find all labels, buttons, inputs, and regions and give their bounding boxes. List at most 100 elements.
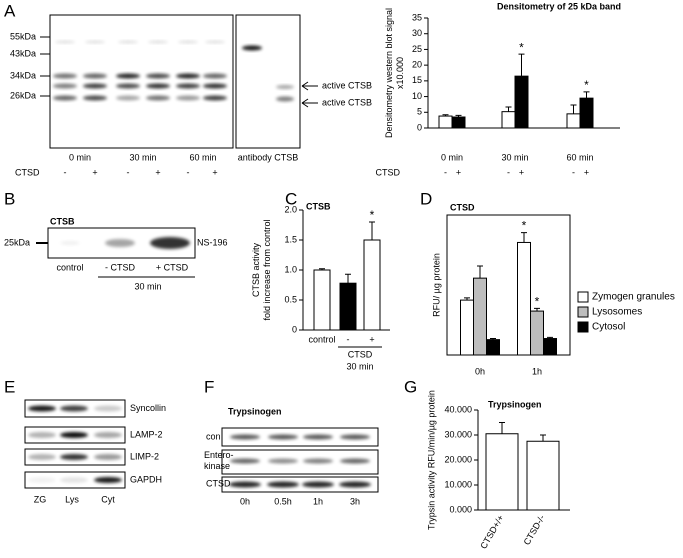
- bar: [313, 269, 331, 331]
- x-axis-label: CTSD: [376, 167, 401, 177]
- panel-label: G: [404, 377, 417, 396]
- bar: [438, 115, 453, 129]
- error-bar: [369, 221, 375, 240]
- sign-label: -: [127, 167, 130, 177]
- lane-label: Cyt: [101, 494, 115, 504]
- blot-band: [176, 73, 200, 79]
- error-bar: [464, 297, 470, 301]
- lane-label: Lys: [65, 494, 79, 504]
- blot-band: [60, 432, 88, 438]
- error-bar: [547, 336, 553, 339]
- panel-label: C: [285, 189, 297, 208]
- blot-band: [303, 458, 333, 464]
- blot-band: [267, 481, 299, 488]
- group-sign: +: [519, 167, 524, 177]
- x-tick-label: 0h: [475, 366, 485, 376]
- plot-frame: [446, 214, 571, 356]
- group-sign: +: [456, 167, 461, 177]
- bar: [473, 277, 487, 356]
- blot-band: [105, 239, 135, 247]
- blot-band: [118, 40, 138, 44]
- group-sign: -: [572, 167, 575, 177]
- blot-band: [60, 241, 80, 245]
- legend-swatch: [577, 321, 589, 333]
- bar: [526, 440, 560, 511]
- blot-band: [60, 405, 88, 412]
- y-axis-label: Trypsin activity RFU/min/µg protein: [426, 390, 437, 530]
- y-axis-label: RFU/ µg protein: [431, 253, 442, 317]
- y-tick-label: 2.0: [284, 204, 297, 214]
- time-label: 30 min: [134, 281, 161, 291]
- x-tick-label: control: [308, 334, 335, 344]
- x-tick-label: 30 min: [501, 152, 528, 162]
- y-tick-label: 1.5: [284, 234, 297, 244]
- y-tick-label: 1.0: [284, 264, 297, 274]
- time-label: 0 min: [69, 152, 91, 162]
- error-bar: [583, 91, 590, 99]
- blot-band: [178, 40, 198, 44]
- blot-band: [150, 237, 190, 249]
- error-bar: [319, 268, 325, 270]
- blot-band: [53, 73, 77, 79]
- blot-band: [28, 454, 56, 460]
- bar: [363, 239, 381, 331]
- blot-frame: [235, 14, 301, 149]
- y-tick-label: 5: [417, 107, 422, 117]
- blot-band: [339, 481, 371, 488]
- legend-swatch: [577, 291, 589, 303]
- y-tick-label: 0.000: [449, 504, 472, 514]
- lane-label: 0h: [240, 496, 250, 506]
- legend-label: Lysosomes: [592, 307, 642, 318]
- blot-band: [83, 83, 107, 89]
- blot-band: [83, 73, 107, 79]
- bar: [501, 111, 516, 129]
- bar: [460, 299, 474, 356]
- blot-band: [340, 434, 370, 440]
- panel-label: B: [4, 189, 15, 208]
- y-axis-label: CTSB activity fold increase from control: [251, 219, 272, 321]
- panel-label: F: [204, 377, 214, 396]
- bar: [543, 338, 557, 356]
- legend-label: Cytosol: [592, 322, 625, 333]
- blot-band: [340, 458, 370, 464]
- bar: [566, 113, 581, 129]
- blot-frame: [49, 14, 234, 149]
- blot-band: [276, 96, 294, 102]
- error-bar: [477, 265, 483, 279]
- group-sign: +: [584, 167, 589, 177]
- lane-label: 1h: [313, 496, 323, 506]
- significance-mark: *: [519, 40, 524, 54]
- y-tick-label: 0: [417, 122, 422, 132]
- blot-frame: [221, 476, 379, 493]
- lane-label: 3h: [350, 496, 360, 506]
- blot-frame: [221, 427, 379, 447]
- x-tick-label: -: [347, 334, 350, 344]
- blot-band: [203, 83, 227, 89]
- significance-mark: *: [584, 78, 589, 92]
- time-label: 30 min: [129, 152, 156, 162]
- error-bar: [499, 422, 505, 434]
- blot-band: [94, 454, 122, 460]
- blot-band: [94, 477, 122, 483]
- blot-row-label: Entero- kinase: [204, 450, 234, 471]
- y-tick-label: 25: [412, 44, 422, 54]
- significance-mark: *: [535, 295, 540, 309]
- bar: [485, 433, 519, 511]
- group-sign: -: [444, 167, 447, 177]
- y-tick-label: 10: [412, 91, 422, 101]
- blot-band: [268, 434, 298, 440]
- blot-band: [28, 432, 56, 438]
- x-tick-label: CTSD-/-: [522, 513, 547, 547]
- blot-band: [146, 83, 170, 89]
- error-bar: [455, 114, 462, 117]
- sign-label: +: [92, 167, 97, 177]
- blot-row-label: Syncollin: [130, 403, 166, 413]
- y-tick-label: 20.000: [444, 454, 472, 464]
- blot-band: [28, 477, 56, 483]
- chart-title: Densitometry of 25 kDa band: [497, 1, 621, 11]
- bar: [530, 310, 544, 356]
- annotation: active CTSB: [322, 97, 372, 107]
- y-tick-label: 30: [412, 28, 422, 38]
- blot-row-label: LAMP-2: [130, 429, 163, 439]
